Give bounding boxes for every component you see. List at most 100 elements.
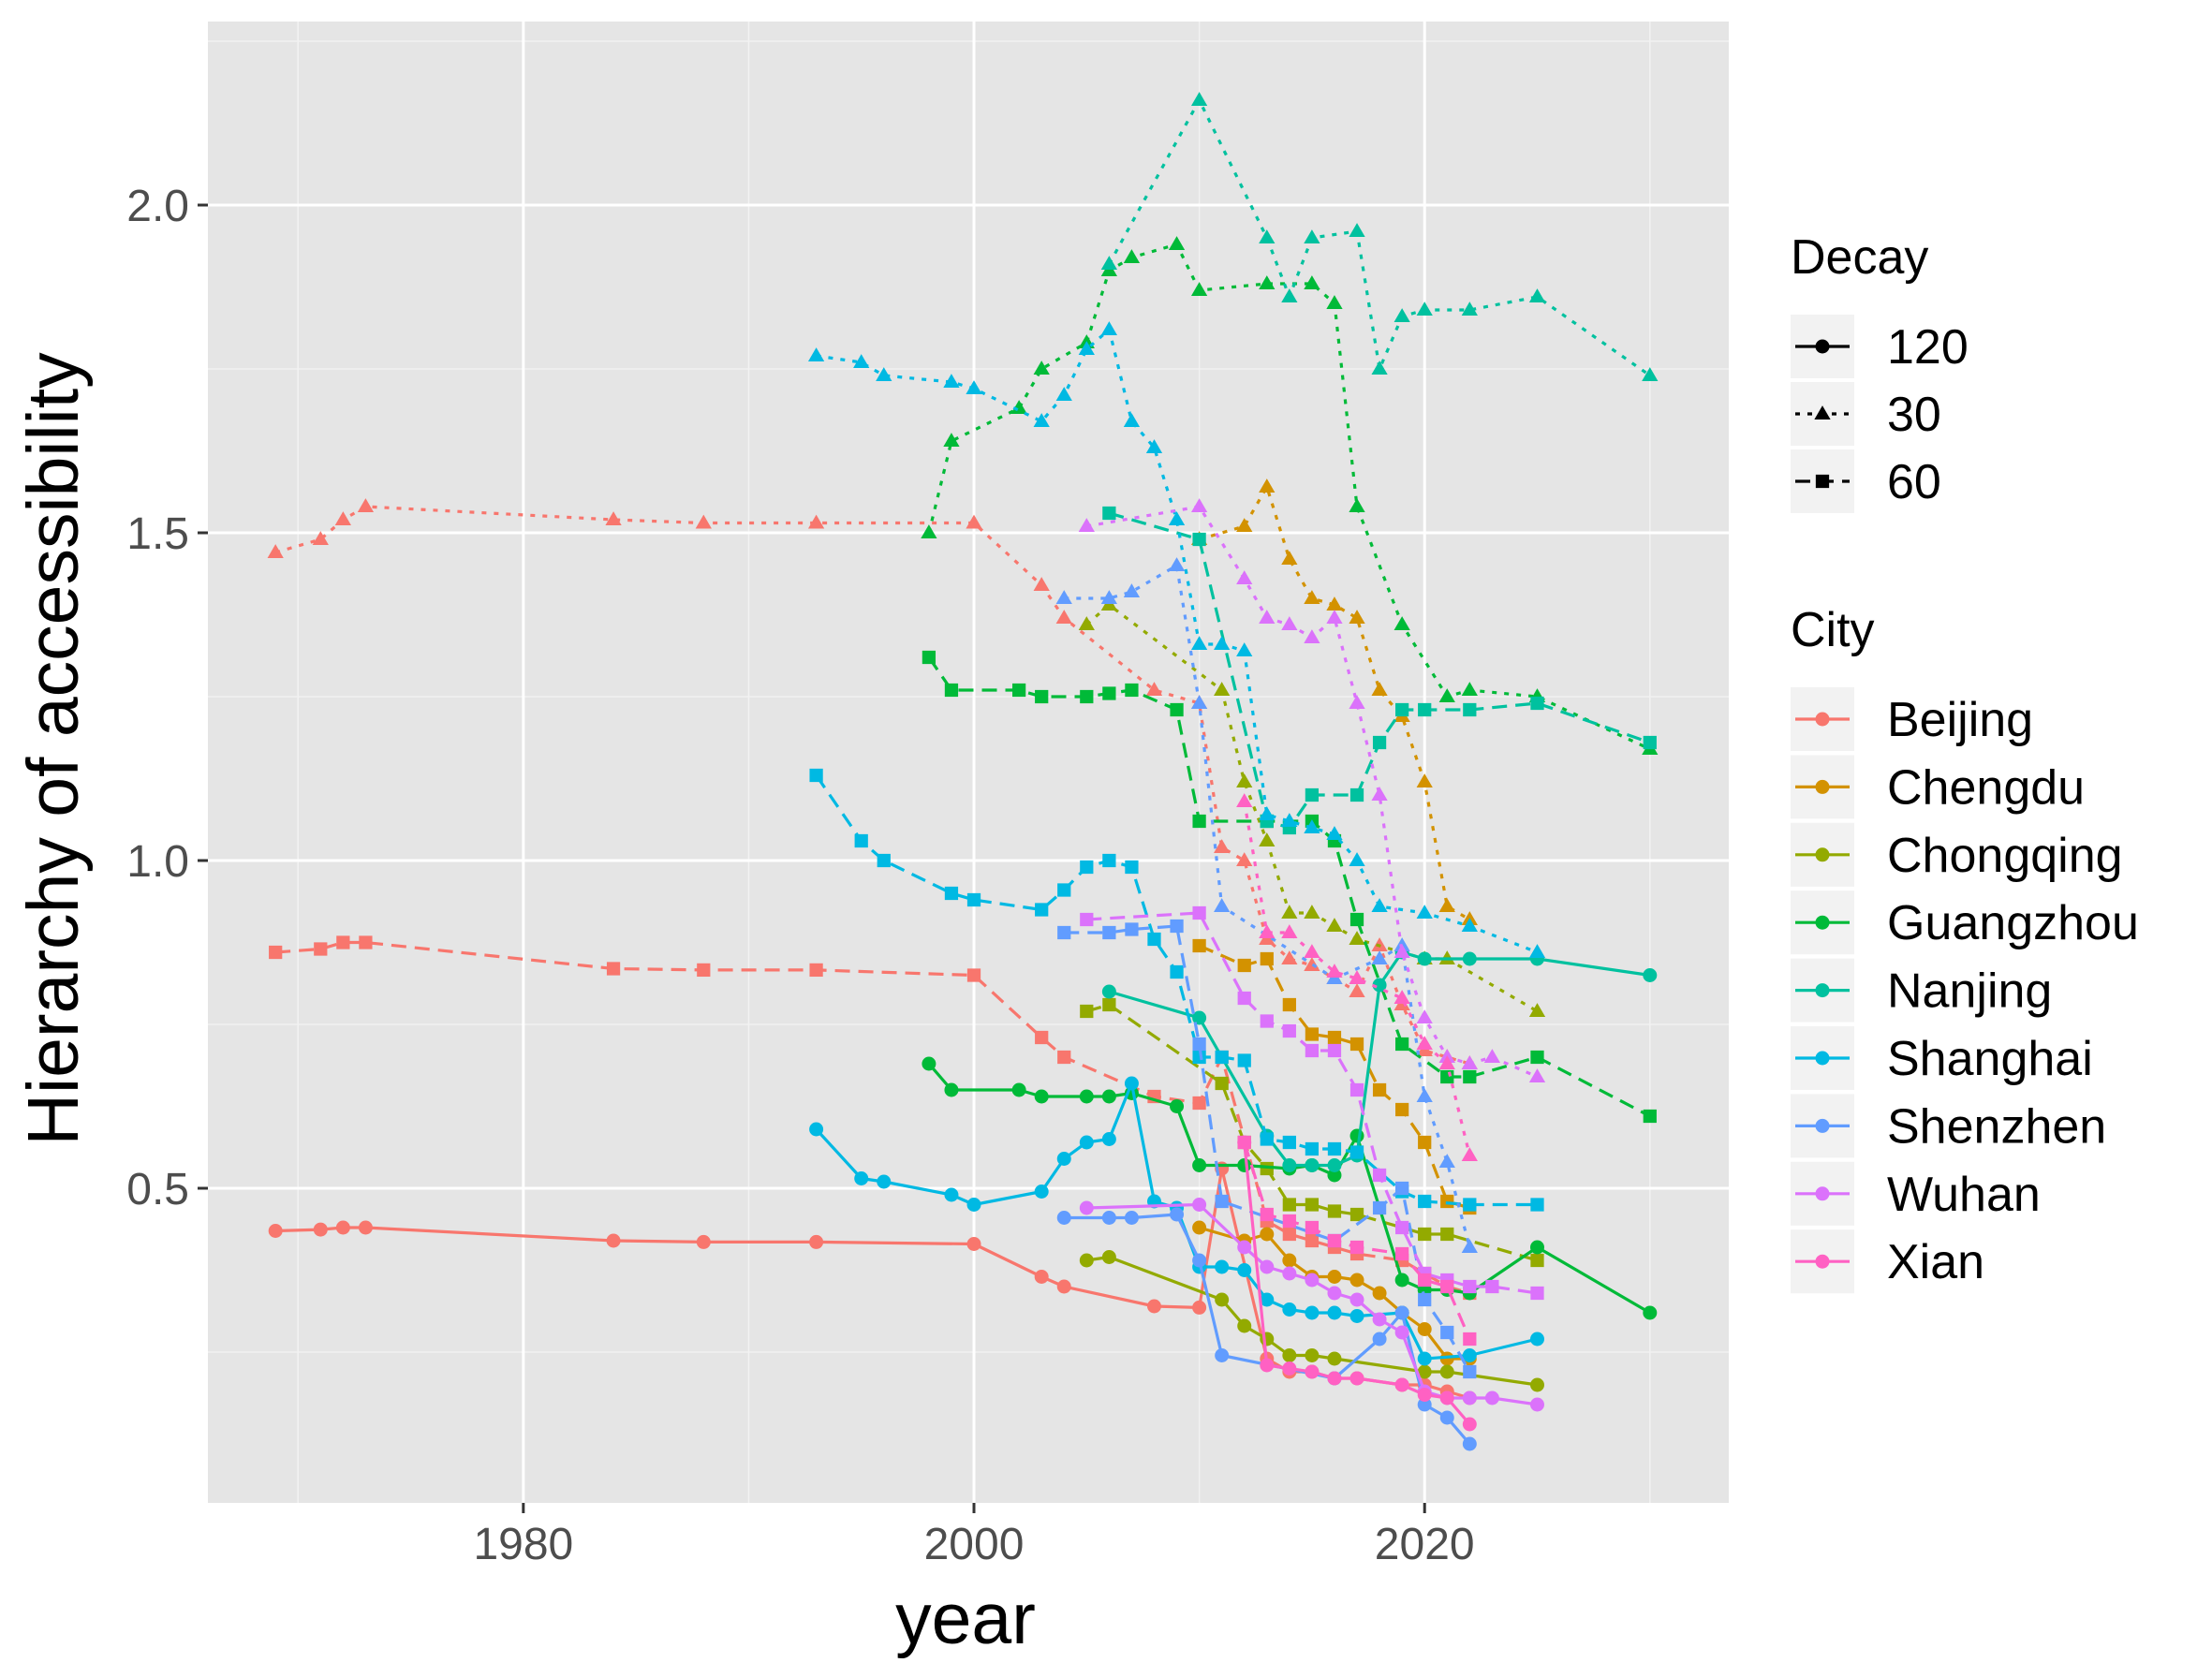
data-point-wuhan-60 — [1260, 1014, 1274, 1028]
data-point-shanghai-60 — [1102, 853, 1116, 868]
data-point-guangzhou-60 — [1035, 689, 1049, 704]
data-point-beijing-120 — [966, 1237, 981, 1251]
data-point-wuhan-60 — [1463, 1279, 1477, 1294]
data-point-shanghai-60 — [1215, 1050, 1229, 1065]
data-point-guangzhou-30 — [943, 433, 960, 447]
data-point-xian-60 — [1327, 1233, 1342, 1248]
data-point-xian-120 — [1462, 1417, 1477, 1432]
data-point-shenzhen-30 — [1438, 1154, 1455, 1168]
data-point-shenzhen-120 — [1417, 1397, 1432, 1412]
y-tick-label: 0.5 — [126, 1165, 189, 1214]
data-point-xian-120 — [1327, 1371, 1342, 1386]
data-point-wuhan-30 — [1304, 629, 1320, 643]
y-tick-label: 1.5 — [126, 509, 189, 559]
series-xian-30 — [1236, 793, 1478, 1161]
data-point-wuhan-120 — [1192, 1198, 1207, 1212]
data-point-chengdu-60 — [1349, 1037, 1364, 1052]
data-point-shenzhen-60 — [1057, 925, 1071, 940]
legend-city-label: Xian — [1887, 1235, 1984, 1289]
x-tick-label: 2020 — [1375, 1520, 1475, 1569]
series-line-shanghai-60 — [815, 774, 1538, 1207]
data-point-guangzhou-60 — [1463, 1069, 1477, 1084]
data-point-beijing-120 — [606, 1233, 621, 1248]
legend-key-marker — [1815, 779, 1830, 794]
series-xian-120 — [1237, 1135, 1477, 1432]
data-point-nanjing-30 — [1349, 223, 1365, 237]
data-point-wuhan-120 — [1349, 1292, 1364, 1307]
data-point-xian-60 — [1440, 1279, 1454, 1294]
data-point-shanghai-120 — [1215, 1259, 1230, 1274]
data-point-beijing-120 — [1192, 1300, 1207, 1315]
data-point-beijing-30 — [1281, 950, 1298, 964]
data-point-wuhan-30 — [1326, 610, 1343, 624]
plot-panel — [208, 22, 1729, 1503]
y-tick-label: 2.0 — [126, 182, 189, 231]
data-point-nanjing-60 — [1192, 532, 1206, 547]
data-point-shanghai-60 — [1349, 1145, 1364, 1159]
data-point-chongqing-60 — [1418, 1227, 1432, 1242]
data-point-shenzhen-30 — [1371, 950, 1388, 964]
data-point-xian-120 — [1417, 1388, 1432, 1402]
data-point-chengdu-30 — [1349, 610, 1365, 624]
data-point-guangzhou-30 — [1033, 361, 1050, 375]
data-point-chengdu-120 — [1349, 1273, 1364, 1288]
data-point-wuhan-60 — [1237, 991, 1251, 1006]
data-point-wuhan-60 — [1349, 1082, 1364, 1097]
data-point-shenzhen-120 — [1101, 1211, 1116, 1225]
x-axis-title: year — [895, 1579, 1036, 1658]
data-point-shanghai-30 — [943, 374, 960, 388]
data-point-chengdu-60 — [1418, 1135, 1432, 1150]
data-point-beijing-120 — [335, 1220, 350, 1235]
data-point-guangzhou-60 — [1125, 683, 1139, 698]
data-point-chongqing-120 — [1215, 1292, 1230, 1307]
legend-key-marker — [1815, 1051, 1830, 1066]
data-point-shenzhen-30 — [1168, 557, 1186, 571]
data-point-wuhan-120 — [1462, 1391, 1477, 1405]
data-point-shanghai-60 — [1170, 964, 1184, 979]
data-point-guangzhou-30 — [1349, 498, 1365, 512]
data-point-shanghai-120 — [1462, 1348, 1477, 1362]
data-point-chengdu-60 — [1260, 951, 1274, 966]
data-point-xian-30 — [1394, 990, 1410, 1004]
data-point-shenzhen-30 — [1416, 1088, 1433, 1102]
data-point-guangzhou-30 — [1326, 295, 1343, 309]
data-point-shanghai-120 — [944, 1187, 959, 1202]
data-point-chongqing-60 — [1282, 1198, 1296, 1212]
data-point-shenzhen-30 — [1461, 1239, 1478, 1253]
y-axis: 0.5 1.0 1.5 2.0 — [126, 182, 208, 1214]
data-point-chengdu-60 — [1327, 1030, 1342, 1045]
data-point-xian-30 — [1438, 1055, 1455, 1069]
data-point-guangzhou-120 — [1327, 1168, 1342, 1183]
data-point-shanghai-120 — [1417, 1351, 1432, 1366]
data-point-guangzhou-60 — [944, 683, 959, 698]
data-point-chengdu-30 — [1236, 518, 1253, 532]
minor-grid — [208, 22, 1729, 1503]
data-point-xian-60 — [1260, 1207, 1274, 1222]
data-point-shenzhen-120 — [1056, 1211, 1071, 1225]
data-point-xian-120 — [1349, 1371, 1364, 1386]
data-point-shanghai-120 — [1327, 1305, 1342, 1320]
data-point-chongqing-60 — [1530, 1253, 1544, 1268]
legend-key-marker — [1815, 1118, 1830, 1133]
data-point-xian-30 — [1236, 793, 1253, 807]
data-point-beijing-120 — [313, 1222, 328, 1237]
data-point-wuhan-30 — [1461, 1055, 1478, 1069]
data-point-nanjing-120 — [1282, 1158, 1297, 1172]
data-point-wuhan-30 — [1349, 695, 1365, 709]
data-point-chengdu-60 — [1395, 1102, 1409, 1117]
data-point-shanghai-60 — [1530, 1198, 1544, 1212]
data-point-shenzhen-30 — [1100, 590, 1117, 604]
series-line-xian-120 — [1243, 1141, 1471, 1426]
data-point-chongqing-120 — [1260, 1332, 1275, 1347]
data-point-shanghai-30 — [966, 380, 982, 394]
data-point-xian-60 — [1282, 1214, 1296, 1229]
data-point-nanjing-120 — [1462, 951, 1477, 966]
data-point-guangzhou-30 — [1438, 688, 1455, 702]
data-point-chongqing-60 — [1327, 1204, 1342, 1218]
data-point-shenzhen-120 — [1439, 1410, 1454, 1425]
data-point-shanghai-120 — [1529, 1332, 1544, 1347]
series-chongqing-60 — [1080, 997, 1544, 1268]
data-point-shanghai-30 — [1190, 636, 1208, 650]
data-point-wuhan-30 — [1371, 787, 1388, 801]
data-point-shenzhen-120 — [1124, 1211, 1139, 1225]
